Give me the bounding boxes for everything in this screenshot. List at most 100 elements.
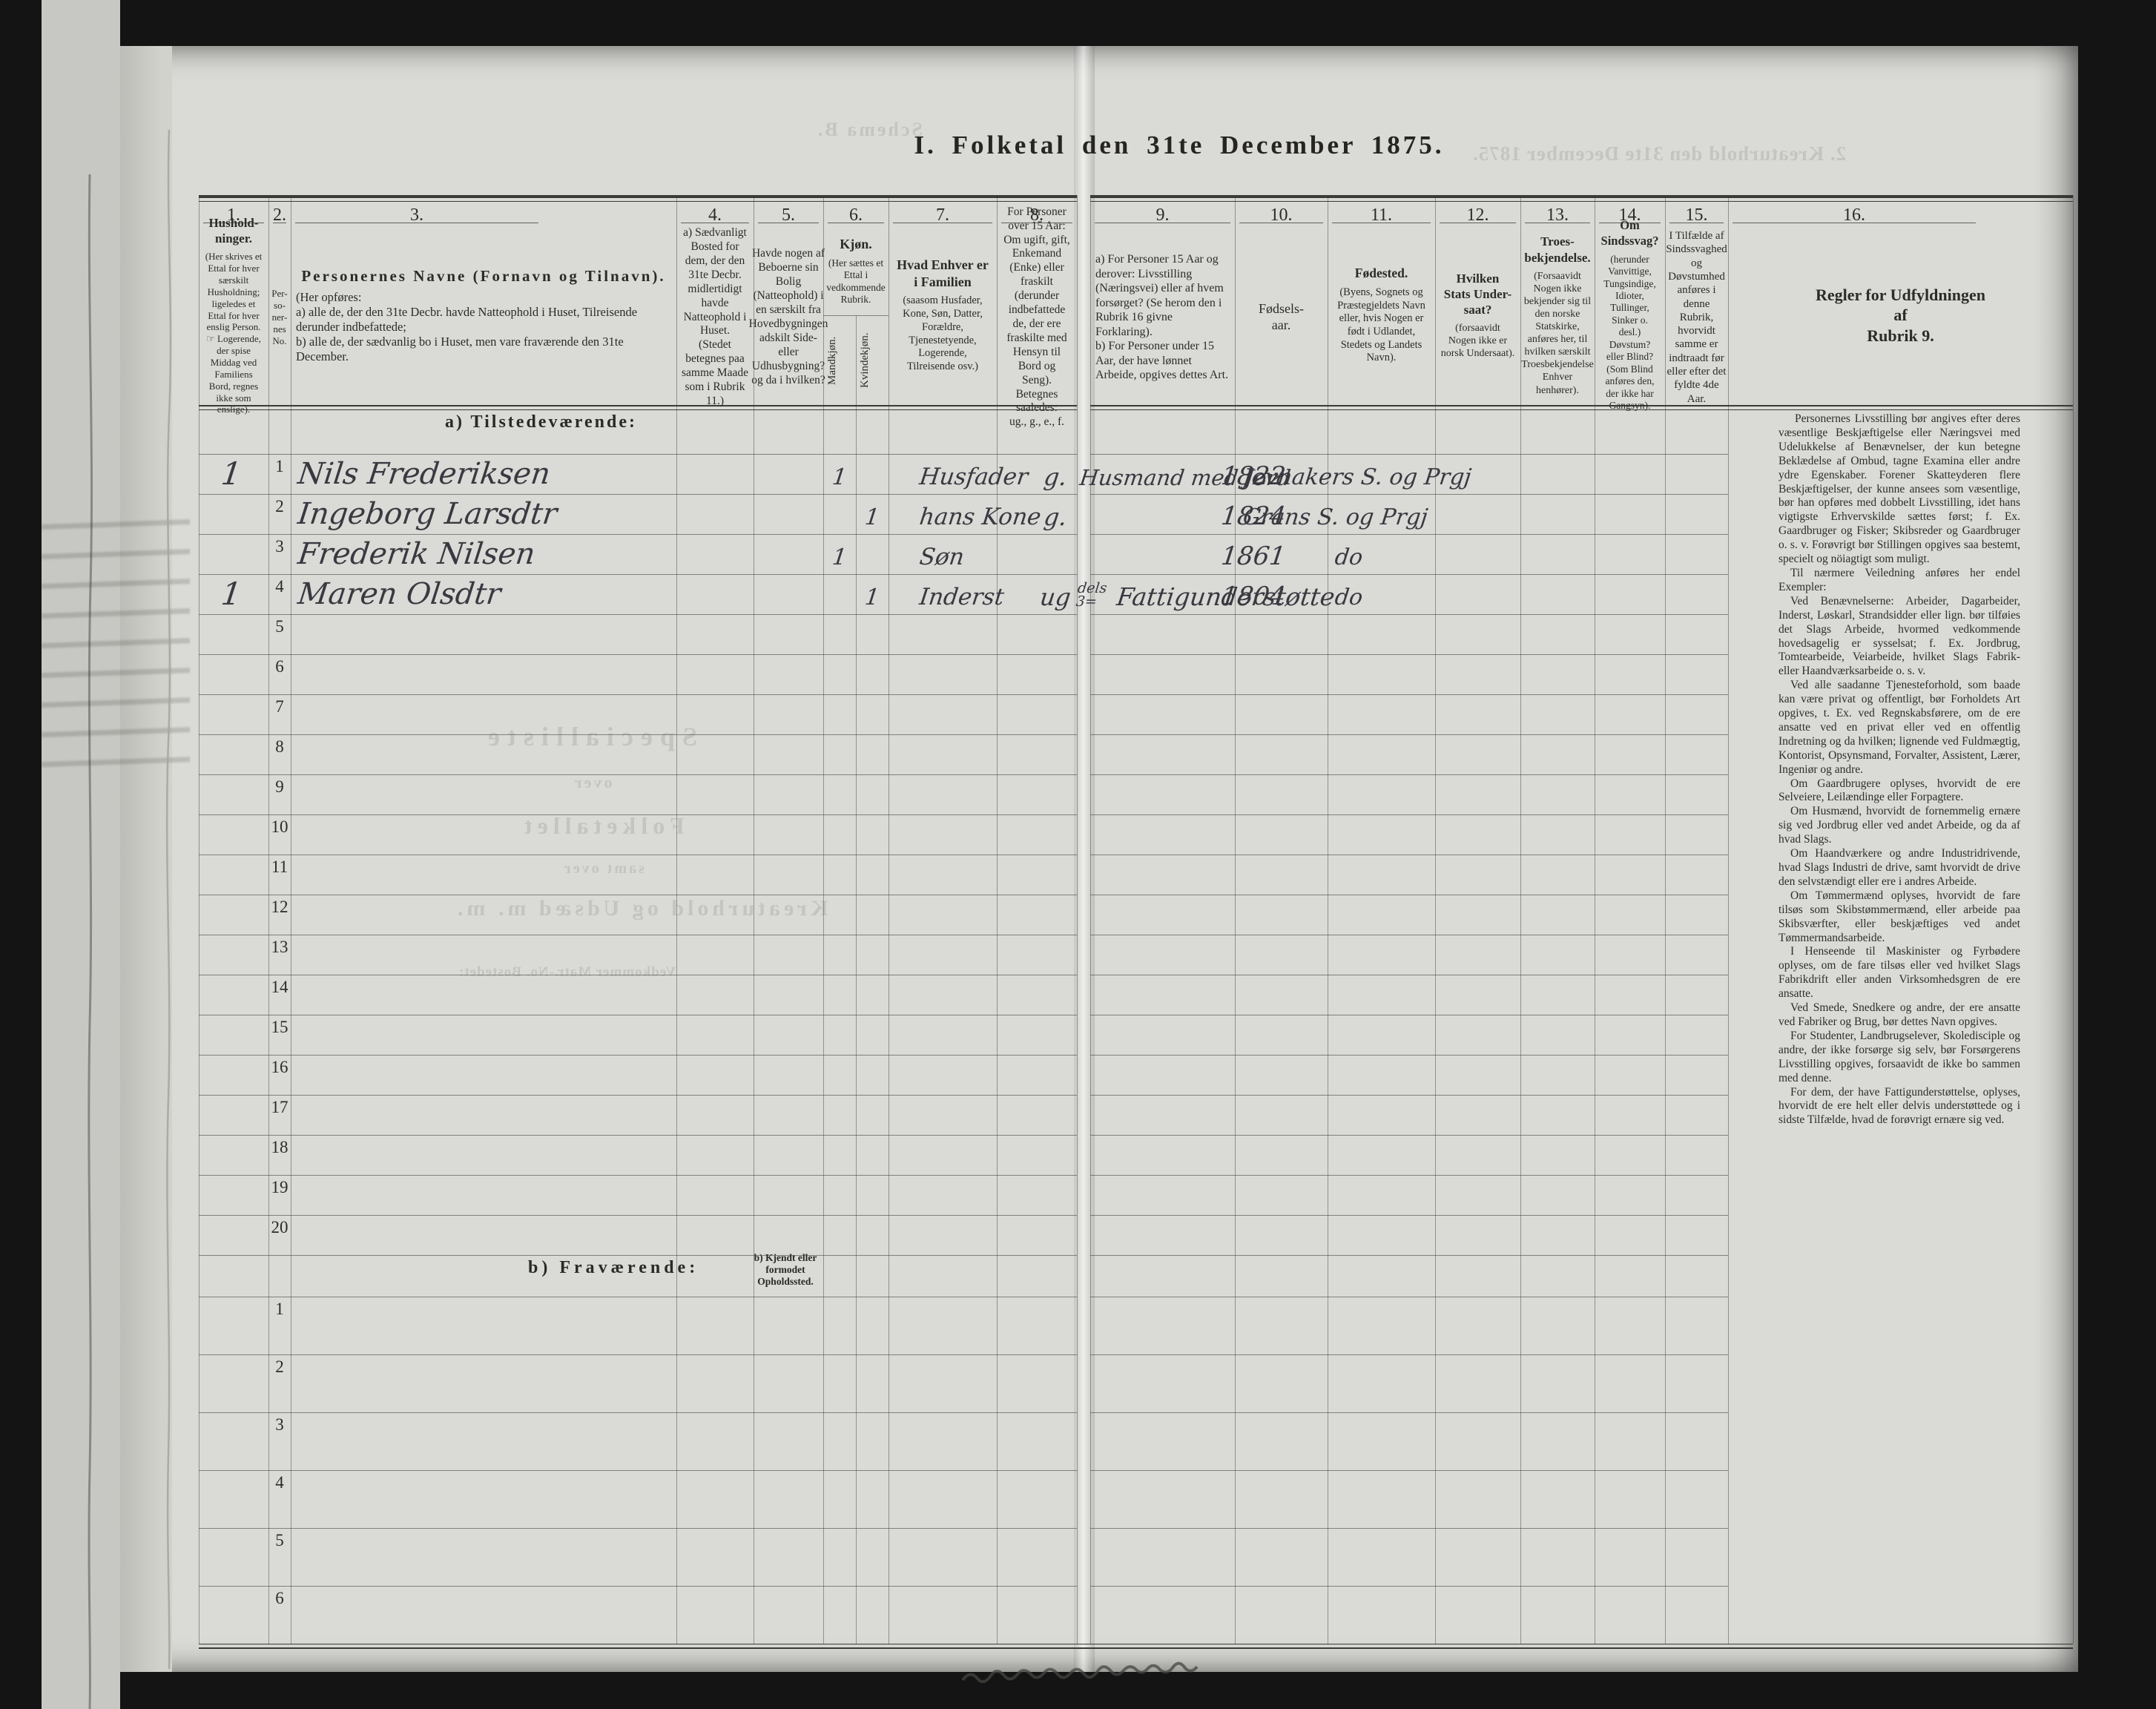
row-rule — [199, 1354, 1077, 1355]
row-number-present: 9 — [275, 777, 284, 796]
entry-birth-year: 1861 — [1219, 541, 1288, 571]
column-header: Regler for Udfyldningen af Rubrik 9. — [1728, 227, 2073, 404]
row-rule — [199, 494, 1077, 495]
section-present-label: a) Tilstedeværende: — [445, 412, 637, 432]
right-edge-shadow — [2034, 46, 2078, 1672]
column-title: Hvad Enhver er i Familien — [897, 257, 989, 289]
column-number: 4. — [708, 205, 722, 225]
column-note: (herunder Vanvittige, Tungsindige, Idiot… — [1603, 253, 1656, 412]
column-header: Troes- bekjendelse. (Forsaavidt Nogen ikk… — [1520, 227, 1595, 404]
column-header: Havde nogen af Beboerne sin Bolig (Natte… — [749, 227, 828, 404]
column-title: Hvilken Stats Under- saat? — [1443, 271, 1512, 317]
rules-paragraph: Om Husmænd, hvorvidt de fornemmelig ernæ… — [1778, 805, 2020, 846]
column-title: Regler for Udfyldningen af Rubrik 9. — [1816, 285, 1985, 345]
row-rule — [199, 814, 1077, 815]
row-number-present: 19 — [271, 1178, 289, 1196]
row-rule — [1090, 1412, 1728, 1413]
column-header: Fødsels- aar. — [1235, 227, 1328, 404]
rules-paragraph: Om Tømmermænd oplyses, hvorvidt de fare … — [1778, 889, 2020, 944]
column-note: (Forsaavidt Nogen ikke bekjender sig til… — [1521, 270, 1594, 396]
entry-family-position: hans Kone — [917, 504, 1043, 530]
entry-name: Nils Frederiksen — [296, 457, 553, 491]
row-rule — [199, 1586, 1077, 1587]
column-title: Hushold- ninger. — [208, 215, 259, 246]
column-number: 10. — [1270, 205, 1293, 225]
row-rule — [1090, 1135, 1728, 1136]
rules-paragraph: Ved alle saadanne Tjenesteforhold, som b… — [1778, 679, 2020, 776]
row-rule — [199, 1095, 1077, 1096]
entry-marital: g. — [1042, 463, 1069, 491]
column-rule — [1435, 195, 1436, 1644]
column-note: (forsaavidt Nogen ikke er norsk Undersaa… — [1440, 323, 1515, 360]
column-note: (Her opføres: a) alle de, der den 31te D… — [296, 289, 638, 364]
row-number-present: 14 — [271, 978, 289, 996]
entry-household: 1 — [219, 455, 244, 492]
row-rule — [199, 734, 1077, 735]
top-rule — [1090, 195, 2073, 198]
row-rule — [199, 1135, 1077, 1136]
gender-sublabel: Mandkjøn. — [826, 336, 838, 385]
row-number-absent: 6 — [275, 1589, 284, 1607]
entry-birthplace: Jevnakers S. og Prgj — [1241, 464, 1473, 490]
row-rule — [1090, 1528, 1728, 1529]
row-rule — [1090, 574, 1728, 575]
entry-female: 1 — [863, 585, 881, 610]
row-number-absent: 4 — [275, 1473, 284, 1492]
row-rule — [199, 534, 1077, 535]
bottom-rule-thick — [199, 1647, 2073, 1649]
column-number: 5. — [782, 205, 795, 225]
rules-paragraph: For Studenter, Landbrugselever, Skoledis… — [1778, 1029, 2020, 1084]
section-absent-label: b) Fraværende: — [528, 1258, 699, 1277]
column-rule — [997, 195, 998, 1644]
column-note: Havde nogen af Beboerne sin Bolig (Natte… — [748, 247, 828, 386]
column-rule — [1235, 195, 1236, 1644]
top-rule-thin — [199, 201, 1077, 202]
rules-paragraph: Om Gaardbrugere oplyses, hvorvidt de ere… — [1778, 777, 2020, 804]
row-number-present: 18 — [271, 1138, 289, 1156]
row-number-present: 16 — [271, 1058, 289, 1076]
row-number-present: 20 — [271, 1218, 289, 1237]
column-header: Kjøn. (Her sættes et Ettal i vedkommende … — [823, 227, 889, 315]
top-rule-thin — [1090, 201, 2073, 202]
row-rule — [199, 1055, 1077, 1056]
column-number: 11. — [1370, 205, 1393, 225]
row-number-present: 6 — [275, 657, 284, 676]
gender-subcolumn-rule — [856, 315, 857, 1644]
column-title: Troes- bekjendelse. — [1524, 234, 1591, 265]
entry-marital: g. — [1042, 503, 1069, 531]
row-number-absent: 5 — [275, 1531, 284, 1550]
column-title: Om Sindssvag? — [1600, 218, 1659, 248]
row-rule — [1090, 494, 1728, 495]
column-header: Hushold- ninger. (Her skrives et Ettal fo… — [199, 216, 268, 415]
row-rule — [199, 1412, 1077, 1413]
entry-birthplace: do — [1333, 544, 1365, 570]
column-note: Per- so- ner- nes No. — [271, 288, 288, 346]
row-rule — [1090, 774, 1728, 775]
header-rule-thin — [199, 409, 1077, 410]
column-header: a) For Personer 15 Aar og derover: Livss… — [1090, 227, 1235, 404]
row-number-present: 15 — [271, 1018, 289, 1036]
row-rule — [199, 1215, 1077, 1216]
column-title: Fødested. — [1354, 266, 1408, 280]
row-number-present: 2 — [275, 497, 284, 516]
header-rule — [1090, 405, 2073, 406]
row-rule — [199, 574, 1077, 575]
column-title: Personernes Navne (Fornavn og Tilnavn). — [301, 266, 666, 285]
column-rule — [1077, 195, 1078, 1644]
column-rule — [1665, 195, 1666, 1644]
column-number: 7. — [936, 205, 949, 225]
column-header: For Personer over 15 Aar: Om ugift, gift… — [997, 205, 1077, 429]
rules-paragraph: Personernes Livsstilling bør angives eft… — [1778, 412, 2020, 566]
column-header: Hvilken Stats Under- saat? (forsaavidt No… — [1435, 227, 1520, 404]
column-header: Om Sindssvag? (herunder Vanvittige, Tungs… — [1595, 218, 1665, 411]
entry-name: Ingeborg Larsdtr — [296, 497, 559, 531]
rules-paragraph: Til nærmere Veiledning anføres her endel… — [1778, 566, 2020, 593]
section-a-top-rule — [199, 454, 1077, 455]
row-rule — [1090, 814, 1728, 815]
gender-divider-rule — [823, 315, 889, 316]
column-note: a) Sædvanligt Bosted for dem, der den 31… — [682, 226, 748, 407]
column-rule — [823, 195, 824, 1644]
row-number-present: 4 — [275, 577, 284, 596]
column-number: 12. — [1466, 205, 1489, 225]
row-rule — [1090, 1470, 1728, 1471]
